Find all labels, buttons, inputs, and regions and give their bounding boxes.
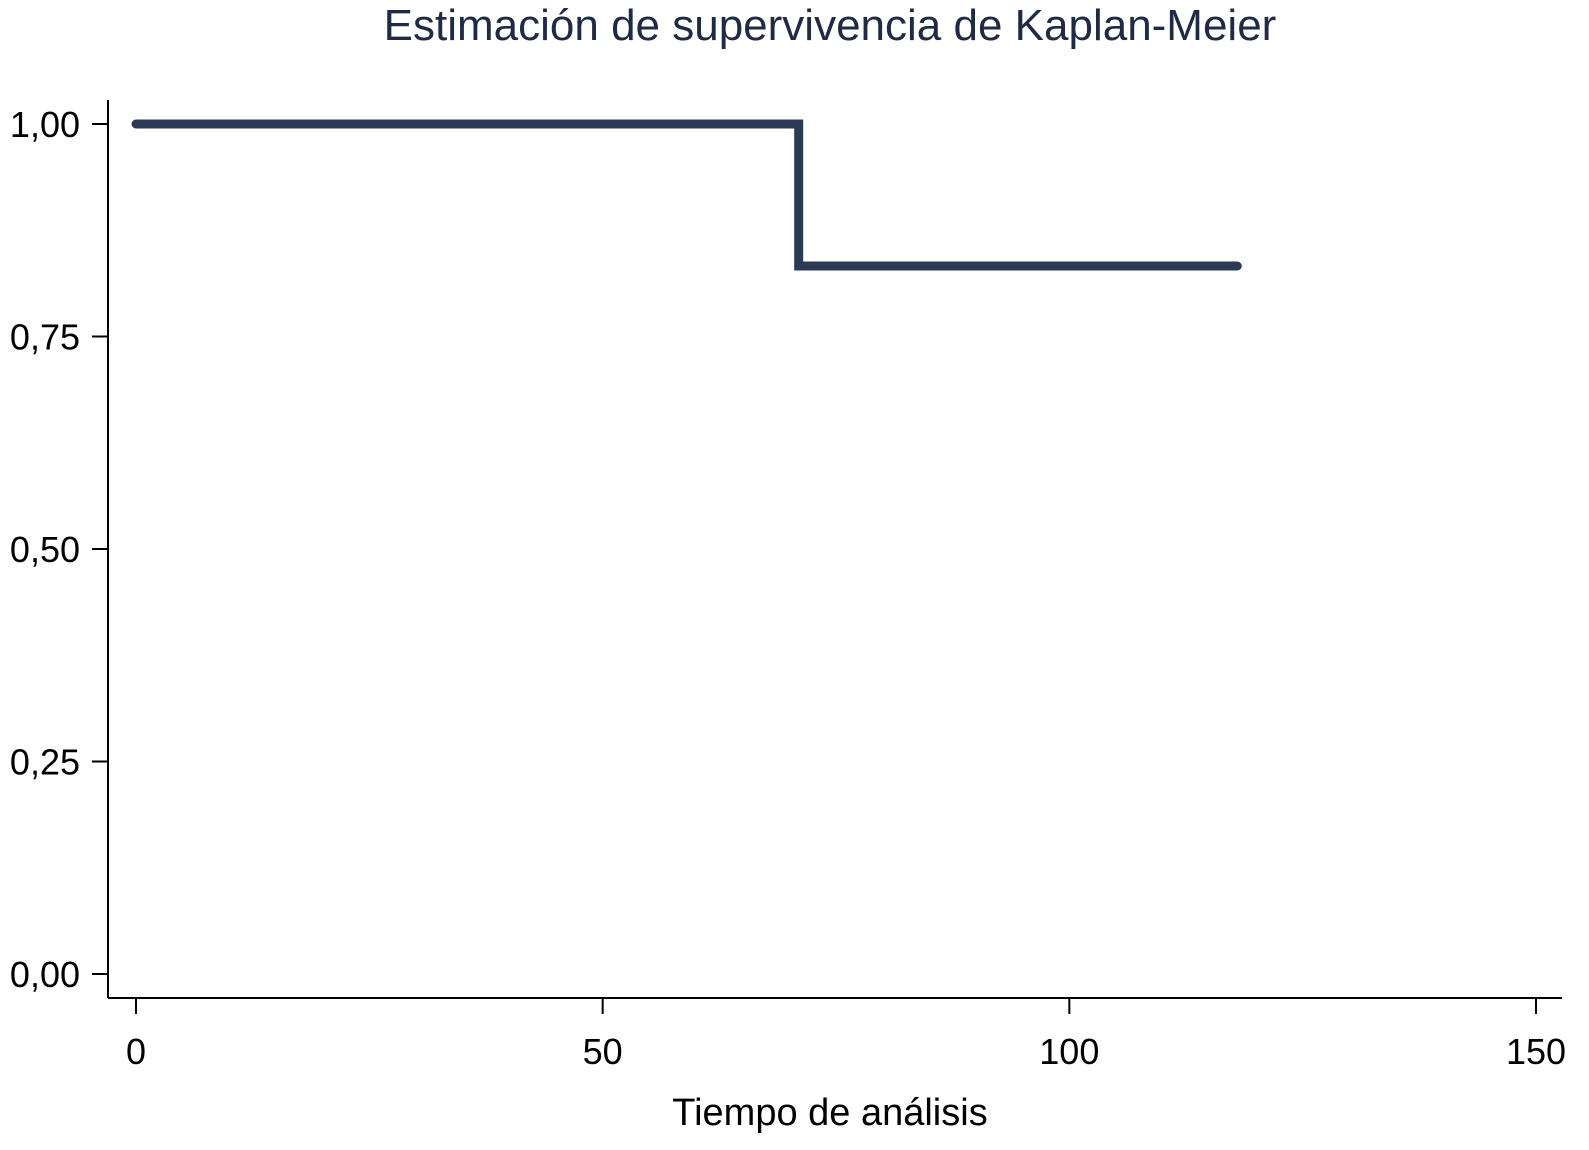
x-tick-label: 0 — [126, 1031, 146, 1072]
x-axis-label: Tiempo de análisis — [672, 1092, 987, 1134]
plot-series — [131, 119, 1242, 271]
x-axis: 0 50 100 150 — [108, 997, 1566, 1072]
y-tick-label: 0,50 — [10, 529, 80, 570]
y-tick-label: 0,25 — [10, 742, 80, 783]
y-tick-label: 1,00 — [10, 104, 80, 145]
x-tick-label: 150 — [1506, 1031, 1566, 1072]
y-axis: 0,00 0,25 0,50 0,75 1,00 — [10, 100, 109, 998]
y-tick-label: 0,00 — [10, 954, 80, 995]
y-tick-label: 0,75 — [10, 317, 80, 358]
survival-curve — [131, 119, 1242, 271]
chart-title: Estimación de supervivencia de Kaplan-Me… — [384, 1, 1277, 50]
x-tick-label: 50 — [583, 1031, 623, 1072]
x-tick-label: 100 — [1039, 1031, 1099, 1072]
